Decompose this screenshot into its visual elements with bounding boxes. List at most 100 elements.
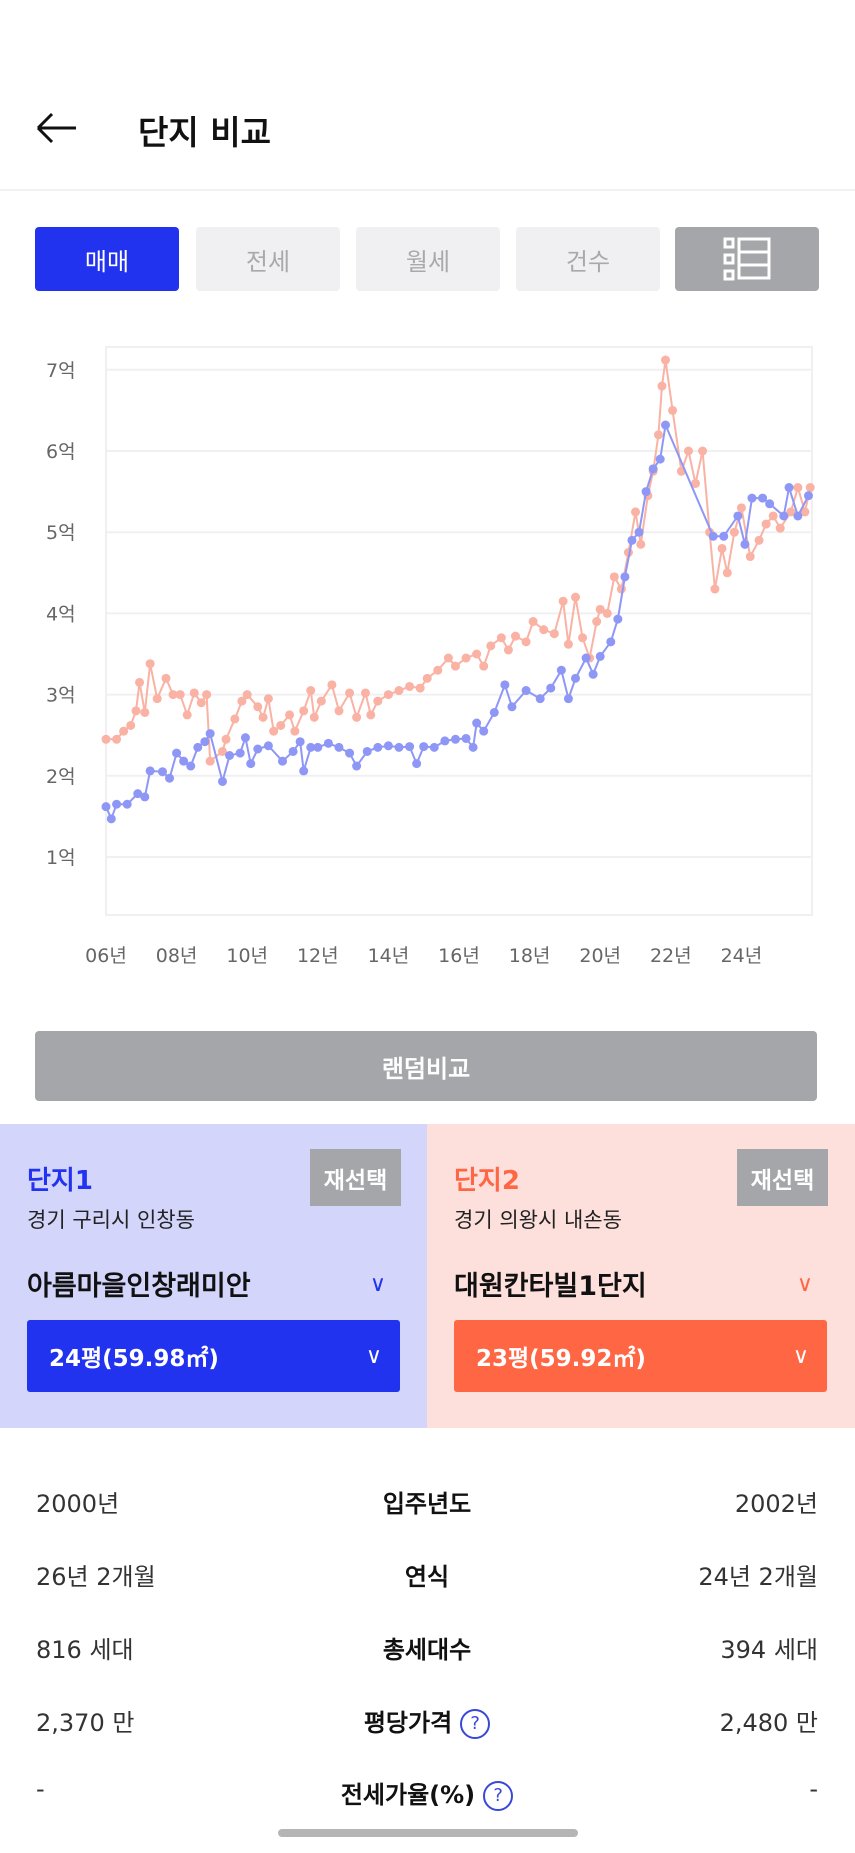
- data-point: [602, 608, 612, 618]
- data-point: [290, 726, 300, 736]
- data-point: [468, 742, 478, 752]
- complex1-size-select[interactable]: 24평(59.98㎡) ∨: [27, 1320, 400, 1392]
- data-point: [729, 527, 739, 537]
- data-point: [165, 773, 175, 783]
- data-point: [135, 677, 145, 687]
- data-point: [507, 702, 517, 712]
- data-point: [733, 511, 743, 521]
- data-point: [202, 690, 212, 700]
- chevron-down-icon: ∨: [365, 1343, 382, 1369]
- data-point: [240, 733, 250, 743]
- right-value: 2,480 만: [719, 1709, 818, 1737]
- header-divider: [0, 189, 855, 191]
- data-point: [205, 756, 215, 766]
- data-point: [745, 552, 755, 562]
- complex1-label: 단지1: [27, 1166, 93, 1196]
- x-tick-label: 18년: [509, 945, 551, 967]
- data-point: [570, 592, 580, 602]
- data-point: [535, 694, 545, 704]
- data-point: [263, 694, 273, 704]
- data-point: [627, 535, 637, 545]
- y-tick-label: 1억: [46, 847, 76, 869]
- data-point: [479, 726, 489, 736]
- data-point: [710, 584, 720, 594]
- data-point: [145, 766, 155, 776]
- complex2-name[interactable]: 대원칸타빌1단지: [454, 1271, 647, 1302]
- data-point: [313, 742, 323, 752]
- data-point: [641, 487, 651, 497]
- data-point: [405, 681, 415, 691]
- data-point: [657, 381, 667, 391]
- data-point: [299, 706, 309, 716]
- complex1-reselect-button[interactable]: 재선택: [310, 1149, 401, 1206]
- y-tick-label: 7억: [46, 360, 76, 382]
- data-point: [345, 688, 355, 698]
- data-point: [221, 734, 231, 744]
- data-point: [784, 483, 794, 493]
- data-point: [225, 751, 235, 760]
- tab-count[interactable]: 건수: [516, 227, 660, 291]
- help-icon[interactable]: ?: [460, 1709, 491, 1739]
- chevron-down-icon[interactable]: ∨: [369, 1272, 386, 1297]
- data-point: [422, 673, 432, 683]
- back-button[interactable]: [34, 108, 80, 148]
- data-point: [613, 614, 623, 624]
- complex2-reselect-button[interactable]: 재선택: [737, 1149, 828, 1206]
- tab-monthly-rent[interactable]: 월세: [356, 227, 500, 291]
- data-point: [112, 734, 122, 744]
- data-point: [119, 726, 129, 736]
- data-point: [327, 680, 337, 690]
- complex1-name[interactable]: 아름마을인창래미안: [27, 1271, 251, 1302]
- data-point: [140, 707, 150, 717]
- list-view-button[interactable]: [675, 227, 819, 291]
- data-point: [510, 631, 520, 641]
- y-tick-label: 6억: [46, 441, 76, 463]
- chevron-down-icon[interactable]: ∨: [796, 1272, 813, 1297]
- data-point: [450, 661, 460, 671]
- data-point: [168, 690, 178, 700]
- data-point: [189, 688, 199, 698]
- data-point: [242, 690, 252, 700]
- complex2-size-select[interactable]: 23평(59.92㎡) ∨: [454, 1320, 827, 1392]
- data-point: [668, 405, 678, 415]
- data-point: [775, 523, 785, 533]
- data-point: [563, 639, 573, 649]
- left-value: 26년 2개월: [36, 1563, 156, 1591]
- complex1-size: 24평(59.98㎡): [49, 1346, 219, 1372]
- data-point: [698, 446, 708, 456]
- plot-area: [105, 346, 813, 916]
- data-point: [269, 726, 279, 736]
- tab-sale[interactable]: 매매: [35, 227, 179, 291]
- data-point: [800, 507, 810, 517]
- data-point: [217, 746, 227, 756]
- chevron-down-icon: ∨: [792, 1343, 809, 1369]
- data-point: [182, 710, 192, 720]
- data-point: [578, 633, 588, 643]
- data-point: [419, 742, 429, 752]
- data-point: [352, 712, 362, 722]
- data-point: [122, 799, 132, 809]
- data-point: [521, 637, 531, 647]
- data-point: [373, 696, 383, 706]
- x-tick-label: 16년: [438, 945, 480, 967]
- help-icon[interactable]: ?: [483, 1781, 514, 1811]
- home-indicator[interactable]: [278, 1829, 578, 1837]
- x-tick-label: 10년: [226, 945, 268, 967]
- data-point: [503, 645, 513, 655]
- left-value: 2000년: [36, 1490, 120, 1518]
- complex2-panel: 단지2 재선택 경기 의왕시 내손동 대원칸타빌1단지 ∨ 23평(59.92㎡…: [427, 1124, 855, 1428]
- tab-jeonse[interactable]: 전세: [196, 227, 340, 291]
- x-tick-label: 12년: [297, 945, 339, 967]
- data-point: [145, 659, 155, 669]
- x-tick-label: 06년: [85, 945, 127, 967]
- random-compare-button[interactable]: 랜덤비교: [35, 1031, 817, 1101]
- data-point: [450, 734, 460, 744]
- data-point: [563, 694, 573, 704]
- right-value: 24년 2개월: [698, 1563, 818, 1591]
- complex2-label: 단지2: [454, 1166, 520, 1196]
- data-point: [288, 746, 298, 756]
- data-point: [285, 710, 295, 720]
- complex2-size: 23평(59.92㎡): [476, 1346, 646, 1372]
- data-point: [708, 531, 718, 541]
- complex1-address: 경기 구리시 인창동: [27, 1208, 195, 1232]
